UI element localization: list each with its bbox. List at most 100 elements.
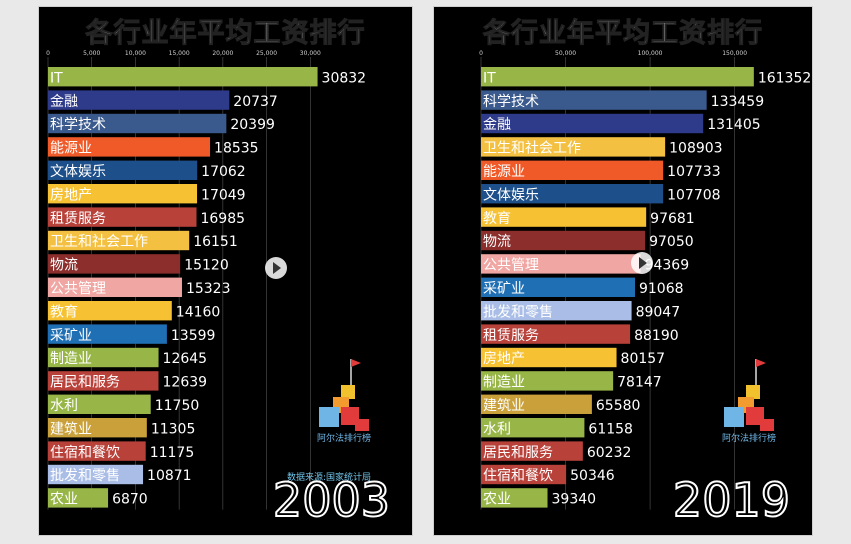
bar (481, 230, 646, 251)
bar-category-label: 制造业 (483, 375, 525, 391)
bar-category-label: 物流 (50, 258, 78, 274)
bar-value-label: 13599 (171, 328, 216, 344)
bar (481, 137, 666, 157)
bar-value-label: 12639 (163, 375, 208, 391)
bar-value-label: 108903 (669, 141, 722, 157)
bar-chart-2019: 0 50,000 100,000 150,000 IT 161352 科学技术 133459 金… (479, 50, 811, 510)
logo-text: 阿尔法排行榜 (317, 432, 371, 444)
bar (48, 230, 190, 251)
bar (48, 371, 159, 391)
bar-value-label: 17049 (201, 187, 246, 203)
bar (48, 324, 167, 344)
bar-category-label: 住宿和餐饮 (483, 467, 553, 484)
bar (48, 137, 211, 157)
bar-value-label: 14160 (176, 304, 221, 320)
bar (481, 464, 567, 485)
bar-value-label: 50346 (570, 468, 615, 484)
bar-category-label: 公共管理 (483, 258, 539, 274)
bar (48, 160, 198, 180)
bar (48, 347, 159, 368)
bar-category-label: 科学技术 (483, 94, 539, 110)
bar-value-label: 88190 (634, 328, 679, 344)
bar-value-label: 91068 (639, 281, 684, 297)
play-icon[interactable] (265, 257, 287, 279)
bar-value-label: 15323 (186, 281, 231, 297)
bar-value-label: 161352 (758, 70, 811, 86)
bar-value-label: 16151 (193, 234, 238, 250)
bar (48, 207, 197, 227)
bar-value-label: 78147 (617, 375, 662, 391)
x-tick-label: 15,000 (169, 50, 190, 57)
bar-category-label: 公共管理 (50, 281, 106, 297)
bar (481, 277, 635, 297)
year-label: 2019 (672, 472, 791, 528)
bar-value-label: 97050 (649, 234, 694, 250)
x-tick-label: 30,000 (300, 50, 321, 57)
bar-category-label: 建筑业 (483, 398, 525, 414)
bar-category-label: 文体娱乐 (50, 164, 106, 180)
x-tick-label: 20,000 (212, 50, 233, 57)
bar-category-label: 水利 (50, 398, 78, 414)
play-icon[interactable] (631, 252, 653, 274)
bar-value-label: 89047 (636, 304, 681, 320)
bar-category-label: 房地产 (50, 187, 92, 203)
bar-category-label: 金融 (50, 94, 78, 110)
bar-chart-2003: 0 5,000 10,000 15,000 20,000 25,000 30,000 IT 30… (46, 50, 367, 510)
year-label: 2003 (272, 472, 391, 528)
bar-value-label: 18535 (214, 141, 259, 157)
bar-value-label: 20399 (230, 117, 275, 133)
bar-value-label: 16985 (200, 211, 245, 227)
bar-category-label: 农业 (50, 492, 78, 508)
x-tick-label: 25,000 (256, 50, 277, 57)
bar-value-label: 61158 (588, 421, 633, 437)
chart-title: 各行业年平均工资排行 (483, 18, 763, 50)
bar-category-label: 能源业 (483, 164, 525, 180)
bar (48, 418, 147, 438)
bar (481, 207, 647, 227)
bar-value-label: 11750 (155, 398, 200, 414)
bar-category-label: 水利 (483, 421, 511, 437)
bar-category-label: 采矿业 (483, 281, 525, 297)
bar (48, 113, 227, 134)
bar (48, 488, 109, 508)
x-tick-label: 50,000 (555, 50, 576, 57)
bar (481, 394, 592, 414)
x-tick-label: 150,000 (722, 50, 747, 57)
bar-value-label: 10871 (147, 468, 192, 484)
bar (481, 488, 548, 508)
bar-category-label: 居民和服务 (50, 375, 120, 391)
bar-value-label: 20737 (233, 94, 278, 110)
bar-category-label: 科学技术 (50, 117, 106, 133)
bar (481, 160, 664, 180)
bar-value-label: 131405 (707, 117, 760, 133)
bar-category-label: 制造业 (50, 351, 92, 367)
bar-category-label: 教育 (483, 211, 511, 227)
bar-category-label: 住宿和餐饮 (50, 444, 120, 461)
bar-category-label: 居民和服务 (483, 445, 553, 461)
bar (48, 464, 144, 485)
bar-category-label: IT (50, 70, 63, 86)
bar (48, 441, 146, 461)
bar (481, 184, 664, 204)
bar-value-label: 30832 (322, 70, 367, 86)
x-tick-label: 5,000 (83, 50, 100, 57)
bar-value-label: 65580 (596, 398, 641, 414)
bar (481, 90, 707, 110)
bar-value-label: 107733 (667, 164, 720, 180)
bar-category-label: 能源业 (50, 141, 92, 157)
bar-category-label: 建筑业 (50, 421, 92, 437)
bar (48, 254, 181, 274)
bar-category-label: 批发和零售 (483, 304, 553, 320)
bar-category-label: 采矿业 (50, 328, 92, 344)
bar-category-label: 农业 (483, 492, 511, 508)
bar (48, 184, 198, 204)
bar-category-label: 租赁服务 (50, 211, 106, 227)
x-tick-label: 100,000 (638, 50, 663, 57)
x-tick-label: 10,000 (125, 50, 146, 57)
bar (48, 67, 318, 87)
bar-value-label: 94369 (645, 258, 690, 274)
bar-category-label: 卫生和社会工作 (50, 234, 148, 250)
bar-value-label: 6870 (112, 492, 148, 508)
bar (481, 371, 614, 391)
chart-title: 各行业年平均工资排行 (85, 18, 366, 50)
